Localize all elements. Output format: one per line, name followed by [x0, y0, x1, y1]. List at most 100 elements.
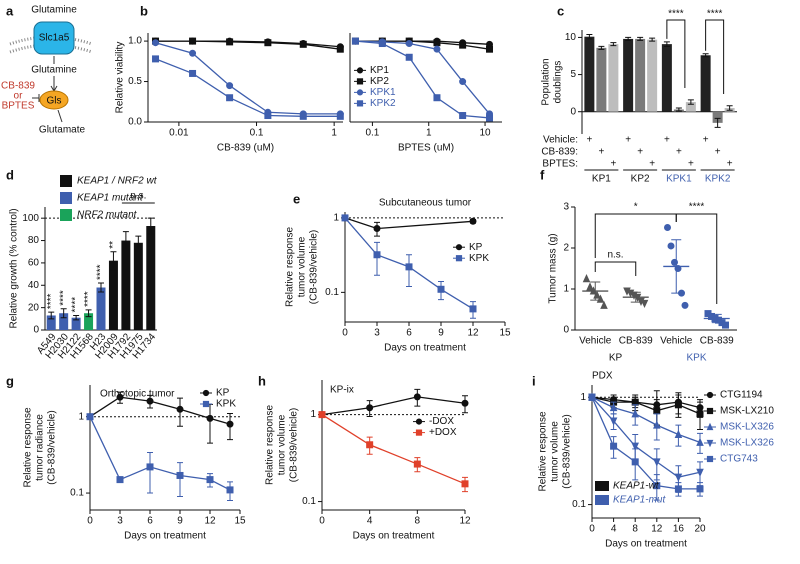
marker: [455, 244, 463, 251]
treatment-mark: +: [610, 159, 616, 170]
marker: [202, 389, 210, 397]
legend-label: CTG1194: [720, 390, 763, 401]
marker: [264, 112, 272, 120]
bracket: [666, 19, 686, 89]
bar: [46, 315, 56, 330]
marker: [696, 437, 704, 446]
marker: [667, 242, 675, 250]
marker: [405, 40, 413, 48]
marker: [336, 112, 344, 120]
legend-swatch: [60, 209, 72, 221]
marker: [206, 414, 214, 422]
y-tick-label: 0.1: [70, 488, 84, 499]
series-line: [344, 217, 474, 230]
y-tick-label: 0.1: [572, 499, 586, 510]
transporter: [33, 21, 75, 55]
annotation: ****: [689, 202, 705, 213]
y-axis-label: Relative response: [285, 227, 296, 307]
series-line: [591, 396, 701, 443]
bar: [121, 240, 131, 330]
error-bar: [147, 217, 154, 235]
legend-label: CTG743: [720, 454, 758, 465]
marker: [674, 401, 682, 409]
annotation: ****: [707, 9, 723, 20]
bar: [59, 313, 69, 330]
marker: [631, 409, 639, 418]
marker: [653, 458, 661, 467]
marker: [405, 263, 413, 271]
arrow: [50, 76, 58, 92]
series-line: [591, 396, 701, 415]
panel-label: b: [140, 3, 148, 18]
series-line: [591, 396, 701, 478]
marker: [459, 41, 467, 49]
marker: [469, 217, 477, 225]
y-tick-label: 100: [22, 213, 39, 224]
bar: [700, 55, 711, 112]
bar: [146, 226, 156, 330]
x-tick-label: 0.01: [169, 128, 189, 139]
marker: [116, 476, 124, 484]
chart-title: Subcutaneous tumor: [379, 198, 472, 209]
marker: [433, 94, 441, 102]
x-tick-label: 8: [632, 524, 638, 535]
marker: [437, 285, 445, 293]
error-bar: [630, 291, 641, 303]
legend-label: KP: [469, 242, 483, 253]
y-axis-label: (CB-839/vehicle): [47, 410, 58, 484]
marker: [706, 455, 714, 463]
y-axis-label: Population: [541, 58, 552, 105]
bracket: [675, 213, 718, 304]
x-axis-label: Days on treatment: [124, 531, 206, 542]
marker: [413, 460, 421, 468]
error-bar: [625, 36, 632, 41]
bar: [661, 44, 672, 112]
marker: [415, 418, 423, 425]
x-axis-label: Days on treatment: [605, 539, 687, 550]
error-bar: [177, 462, 183, 498]
enzyme: [39, 90, 69, 110]
x-tick-label: KP1: [592, 174, 611, 185]
marker: [366, 441, 374, 449]
error-bar: [726, 105, 733, 111]
marker: [176, 471, 184, 479]
marker: [356, 78, 364, 85]
chart-title: Orthotopic tumor: [100, 389, 175, 400]
x-tick-label: 3: [374, 328, 380, 339]
x-tick-label: 12: [467, 328, 479, 339]
error-bar: [598, 45, 605, 50]
y-tick-label: 1: [333, 213, 339, 224]
x-tick-label: 12: [204, 516, 216, 527]
error-bar: [649, 37, 656, 42]
y-tick-label: 0.0: [128, 117, 142, 128]
x-axis-label: CB-839 (uM): [217, 143, 274, 154]
label: CB-839: [1, 81, 35, 92]
group-label: KPK: [686, 353, 706, 364]
label: or: [14, 91, 24, 102]
marker: [696, 410, 704, 418]
y-tick-label: 0: [563, 325, 569, 336]
marker: [226, 82, 234, 90]
error-bar: [406, 254, 412, 287]
marker: [146, 463, 154, 471]
series-line: [321, 396, 466, 416]
marker: [582, 274, 591, 283]
legend-label: KP1: [370, 65, 389, 76]
y-axis-label: (CB-839/vehicle): [309, 230, 320, 304]
legend-label: KEAP1 / NRF2 wt: [77, 176, 158, 187]
marker: [226, 38, 234, 46]
y-axis-label: Relative response: [23, 407, 34, 487]
y-tick-label: 1: [78, 411, 84, 422]
x-tick-label: 0.1: [250, 128, 264, 139]
series-line: [155, 42, 341, 115]
significance: ****: [58, 290, 69, 306]
error-bar: [714, 117, 721, 128]
marker: [189, 49, 197, 57]
marker: [674, 429, 683, 438]
bar: [108, 260, 118, 330]
label: Slc1a5: [39, 33, 70, 44]
y-tick-label: 0: [570, 106, 576, 117]
marker: [586, 282, 594, 291]
series-line: [355, 40, 490, 50]
